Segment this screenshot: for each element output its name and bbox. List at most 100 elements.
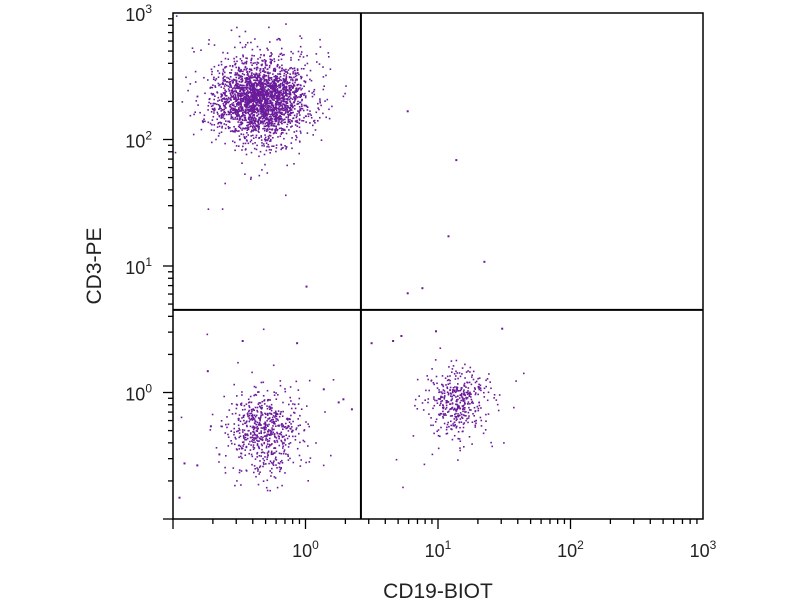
data-point: [262, 436, 264, 439]
data-point: [271, 95, 273, 98]
data-point: [282, 90, 285, 92]
data-point: [289, 81, 291, 84]
data-point: [450, 395, 452, 397]
data-point: [224, 67, 226, 69]
data-point: [278, 77, 280, 79]
data-point: [290, 84, 292, 87]
data-point: [289, 109, 292, 111]
data-point: [319, 98, 321, 100]
data-point: [216, 92, 219, 94]
data-point: [261, 105, 263, 107]
data-point: [255, 427, 257, 429]
data-point: [213, 112, 215, 114]
data-point: [285, 453, 287, 455]
data-point: [248, 121, 250, 124]
data-point: [222, 116, 224, 119]
data-point: [280, 111, 283, 114]
data-point: [257, 119, 259, 122]
data-point: [252, 142, 254, 145]
data-point: [259, 97, 261, 99]
data-point: [262, 143, 265, 145]
data-point: [279, 461, 282, 463]
data-point: [224, 95, 227, 97]
data-point: [241, 429, 244, 431]
data-point: [294, 72, 296, 74]
data-point: [267, 75, 270, 77]
data-point: [478, 383, 480, 386]
data-point: [431, 453, 434, 456]
data-point: [480, 419, 483, 422]
data-point: [243, 419, 245, 422]
data-point: [430, 417, 432, 419]
data-point: [259, 48, 261, 51]
data-point: [234, 62, 237, 65]
data-point: [269, 83, 271, 85]
data-point: [255, 430, 258, 432]
data-point: [218, 115, 221, 118]
data-point: [273, 440, 276, 442]
data-point: [261, 142, 263, 144]
data-point: [236, 87, 239, 90]
data-point: [220, 114, 222, 117]
data-point: [249, 449, 252, 451]
data-point: [307, 113, 309, 115]
data-point: [246, 74, 249, 76]
data-point: [279, 99, 281, 101]
data-point: [478, 388, 481, 391]
data-point: [468, 392, 470, 395]
data-point: [254, 458, 257, 460]
data-point: [296, 90, 299, 92]
data-point: [232, 96, 235, 98]
data-point: [229, 83, 231, 86]
data-point: [480, 425, 483, 427]
data-point: [309, 122, 311, 124]
data-point: [469, 403, 471, 405]
data-point: [447, 393, 450, 396]
data-point: [456, 406, 459, 408]
data-point: [461, 416, 463, 418]
data-point: [261, 63, 263, 66]
data-point: [316, 61, 318, 63]
data-point: [229, 72, 231, 74]
data-point: [238, 106, 240, 109]
data-point: [285, 105, 287, 108]
data-point: [262, 60, 264, 62]
data-point: [273, 421, 276, 423]
data-point: [275, 116, 277, 118]
data-point: [217, 64, 220, 67]
data-point: [301, 105, 303, 107]
data-point: [463, 385, 465, 387]
data-point: [260, 451, 263, 454]
data-point: [278, 95, 280, 97]
data-point: [263, 399, 266, 401]
data-point: [233, 79, 236, 81]
data-point: [483, 396, 486, 398]
data-point: [295, 90, 298, 93]
data-point: [460, 393, 463, 396]
data-point: [296, 84, 299, 86]
data-point: [229, 92, 232, 94]
data-point: [226, 76, 228, 79]
data-point: [235, 83, 238, 85]
data-point: [241, 62, 244, 64]
data-point: [232, 80, 234, 82]
data-point: [260, 84, 262, 86]
data-point: [268, 146, 270, 148]
data-point: [250, 57, 253, 60]
data-point: [328, 117, 331, 120]
data-point: [433, 432, 435, 435]
data-point: [248, 77, 251, 79]
data-point: [247, 128, 250, 131]
data-point: [270, 409, 273, 412]
data-point: [288, 88, 291, 90]
data-point: [282, 445, 284, 447]
data-point: [268, 120, 270, 123]
data-point: [285, 23, 287, 25]
data-point: [254, 122, 256, 125]
data-point: [283, 128, 285, 131]
data-point: [259, 117, 262, 120]
data-point: [483, 391, 485, 394]
data-point: [262, 462, 265, 464]
data-point: [264, 109, 266, 112]
data-point: [273, 125, 276, 127]
